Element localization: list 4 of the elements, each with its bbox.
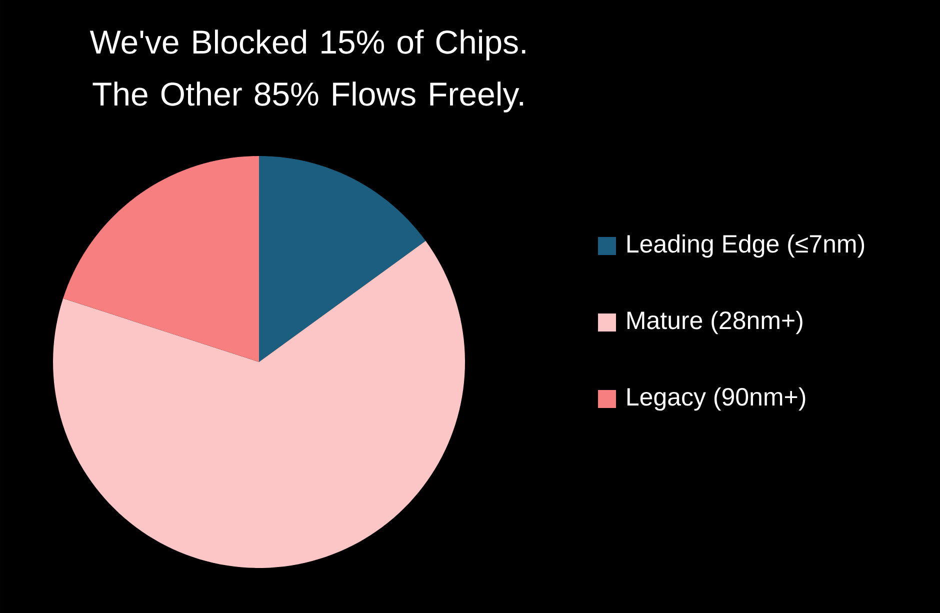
legend-label: Leading Edge (≤7nm) [627,234,864,258]
legend-label: Mature (28nm+) [627,310,802,334]
legend-label: Legacy (90nm+) [627,387,806,411]
chart-title: We've Blocked 15% of Chips. The Other 85% Flows Freely. [90,30,526,112]
